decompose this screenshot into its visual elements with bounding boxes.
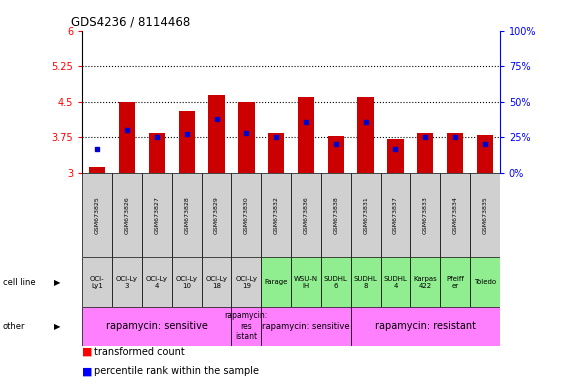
Bar bbox=[208, 95, 225, 173]
Text: OCI-Ly
3: OCI-Ly 3 bbox=[116, 276, 138, 289]
Bar bbox=[82, 257, 112, 307]
Text: GSM673838: GSM673838 bbox=[333, 196, 339, 234]
Text: ▶: ▶ bbox=[54, 322, 60, 331]
Text: Pfeiff
er: Pfeiff er bbox=[446, 276, 464, 289]
Text: OCI-Ly
4: OCI-Ly 4 bbox=[146, 276, 168, 289]
Bar bbox=[440, 173, 470, 257]
Bar bbox=[321, 257, 350, 307]
Text: GSM673831: GSM673831 bbox=[363, 196, 368, 234]
Bar bbox=[142, 257, 172, 307]
Bar bbox=[417, 132, 433, 173]
Text: GSM673826: GSM673826 bbox=[124, 196, 130, 234]
Bar bbox=[381, 257, 410, 307]
Text: percentile rank within the sample: percentile rank within the sample bbox=[94, 366, 258, 376]
Bar bbox=[119, 102, 135, 173]
Text: Toledo: Toledo bbox=[474, 279, 496, 285]
Text: ▶: ▶ bbox=[54, 278, 60, 287]
Bar bbox=[470, 257, 500, 307]
Bar bbox=[172, 257, 202, 307]
Bar bbox=[172, 173, 202, 257]
Bar bbox=[202, 257, 232, 307]
Text: transformed count: transformed count bbox=[94, 347, 185, 357]
Text: GSM673828: GSM673828 bbox=[184, 196, 189, 234]
Bar bbox=[410, 173, 440, 257]
Bar bbox=[328, 136, 344, 173]
Bar bbox=[381, 173, 410, 257]
Bar bbox=[232, 257, 261, 307]
Text: ■: ■ bbox=[82, 366, 93, 376]
Bar bbox=[178, 111, 195, 173]
Text: other: other bbox=[3, 322, 26, 331]
Text: Karpas
422: Karpas 422 bbox=[414, 276, 437, 289]
Bar bbox=[82, 173, 112, 257]
Bar bbox=[350, 307, 500, 346]
Bar bbox=[232, 173, 261, 257]
Text: OCI-Ly
19: OCI-Ly 19 bbox=[235, 276, 257, 289]
Text: SUDHL
6: SUDHL 6 bbox=[324, 276, 348, 289]
Bar bbox=[89, 167, 106, 173]
Bar bbox=[477, 135, 493, 173]
Text: rapamycin: resistant: rapamycin: resistant bbox=[375, 321, 476, 331]
Text: GSM673830: GSM673830 bbox=[244, 196, 249, 234]
Text: Farage: Farage bbox=[265, 279, 288, 285]
Bar bbox=[261, 173, 291, 257]
Bar bbox=[357, 97, 374, 173]
Bar bbox=[238, 102, 254, 173]
Text: ■: ■ bbox=[82, 347, 93, 357]
Bar bbox=[387, 139, 404, 173]
Bar bbox=[321, 173, 350, 257]
Text: GSM673829: GSM673829 bbox=[214, 196, 219, 234]
Bar bbox=[149, 132, 165, 173]
Bar bbox=[291, 257, 321, 307]
Bar bbox=[261, 307, 350, 346]
Bar bbox=[112, 173, 142, 257]
Bar bbox=[447, 132, 463, 173]
Bar bbox=[350, 173, 381, 257]
Text: GSM673834: GSM673834 bbox=[453, 196, 458, 234]
Text: GDS4236 / 8114468: GDS4236 / 8114468 bbox=[71, 15, 190, 28]
Text: cell line: cell line bbox=[3, 278, 35, 287]
Bar bbox=[202, 173, 232, 257]
Bar bbox=[291, 173, 321, 257]
Bar bbox=[261, 257, 291, 307]
Text: OCI-Ly
10: OCI-Ly 10 bbox=[176, 276, 198, 289]
Bar bbox=[410, 257, 440, 307]
Bar bbox=[350, 257, 381, 307]
Bar bbox=[232, 307, 261, 346]
Text: GSM673835: GSM673835 bbox=[482, 196, 487, 234]
Text: GSM673827: GSM673827 bbox=[154, 196, 160, 234]
Bar bbox=[82, 307, 232, 346]
Bar bbox=[268, 132, 285, 173]
Text: rapamycin: sensitive: rapamycin: sensitive bbox=[262, 322, 350, 331]
Text: rapamycin: sensitive: rapamycin: sensitive bbox=[106, 321, 208, 331]
Bar bbox=[470, 173, 500, 257]
Text: OCI-Ly
18: OCI-Ly 18 bbox=[206, 276, 228, 289]
Bar bbox=[440, 257, 470, 307]
Text: rapamycin:
res
istant: rapamycin: res istant bbox=[225, 311, 268, 341]
Text: SUDHL
4: SUDHL 4 bbox=[383, 276, 407, 289]
Text: WSU-N
IH: WSU-N IH bbox=[294, 276, 318, 289]
Text: GSM673837: GSM673837 bbox=[393, 196, 398, 234]
Text: GSM673833: GSM673833 bbox=[423, 196, 428, 234]
Text: GSM673836: GSM673836 bbox=[303, 196, 308, 234]
Text: GSM673832: GSM673832 bbox=[274, 196, 279, 234]
Text: GSM673825: GSM673825 bbox=[95, 196, 100, 234]
Bar bbox=[112, 257, 142, 307]
Bar bbox=[298, 97, 314, 173]
Bar bbox=[142, 173, 172, 257]
Text: SUDHL
8: SUDHL 8 bbox=[354, 276, 378, 289]
Text: OCI-
Ly1: OCI- Ly1 bbox=[90, 276, 105, 289]
